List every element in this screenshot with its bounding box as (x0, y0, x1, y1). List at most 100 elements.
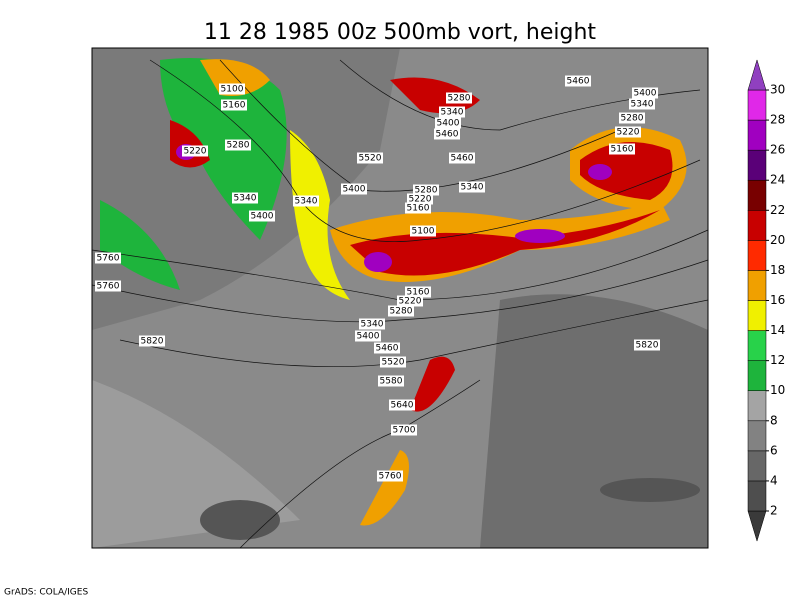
colorbar-tick-label: 16 (770, 293, 785, 307)
contour-label: 5340 (441, 108, 464, 118)
contour-label: 5160 (407, 204, 430, 214)
contour-label: 5160 (223, 101, 246, 111)
label-box (405, 202, 431, 214)
colorbar-tick-label: 26 (770, 143, 785, 157)
contour-label: 5340 (234, 194, 257, 204)
contour-label: 5820 (636, 341, 659, 351)
label-box (405, 286, 431, 298)
colorbar-band (747, 179, 767, 211)
label-box (377, 470, 403, 482)
contour-labels: 5100516052205280534054005340528053405400… (95, 75, 660, 482)
contour-label: 5640 (391, 401, 414, 411)
label-box (615, 126, 641, 138)
label-box (225, 139, 251, 151)
colorbar-tick-label: 24 (770, 173, 785, 187)
label-box (434, 128, 460, 140)
colorbar-band (747, 149, 767, 181)
label-box (374, 342, 400, 354)
label-box (378, 375, 404, 387)
colorbar-tick-label: 20 (770, 233, 785, 247)
contour-label: 5340 (361, 320, 384, 330)
colorbar-triangle (747, 510, 767, 542)
colorbar-band (747, 119, 767, 151)
label-box (391, 424, 417, 436)
contour-label: 5220 (617, 128, 640, 138)
label-box (446, 92, 472, 104)
contour-label: 5700 (393, 426, 416, 436)
contour-label: 5460 (436, 130, 459, 140)
label-box (609, 143, 635, 155)
label-box (388, 305, 414, 317)
label-box (221, 99, 247, 111)
contour-line (119, 299, 709, 368)
vort-area (350, 210, 660, 276)
vort-area (290, 130, 350, 300)
colorbar-tick-label: 12 (770, 353, 785, 367)
colorbar-tick-label: 6 (770, 443, 778, 457)
contour-line (91, 259, 709, 323)
contour-label: 5280 (621, 114, 644, 124)
label-box (182, 145, 208, 157)
contour-label: 5220 (184, 147, 207, 157)
label-box (232, 192, 258, 204)
colorbar-tick-label: 2 (770, 504, 778, 518)
label-box (355, 330, 381, 342)
contour-label: 5460 (451, 154, 474, 164)
label-box (632, 87, 658, 99)
label-box (435, 117, 461, 129)
label-box (410, 225, 436, 237)
colorbar-band (747, 420, 767, 452)
label-box (629, 98, 655, 110)
map-panel (91, 47, 709, 549)
contour-label: 5760 (379, 472, 402, 482)
shade (600, 478, 700, 502)
contour-label: 5280 (415, 186, 438, 196)
contour-label: 5100 (412, 227, 435, 237)
colorbar-tick-label: 22 (770, 203, 785, 217)
label-box (341, 183, 367, 195)
contour-label: 5400 (437, 119, 460, 129)
contour-label: 5460 (567, 77, 590, 87)
label-box (293, 195, 319, 207)
colorbar-band (747, 300, 767, 331)
colorbar-tick-label: 10 (770, 383, 785, 397)
colorbar-tick-label: 18 (770, 263, 785, 277)
contour-label: 5280 (448, 94, 471, 104)
label-box (397, 295, 423, 307)
shade (480, 294, 708, 548)
contour-label: 5400 (634, 89, 657, 99)
label-box (407, 193, 433, 205)
colorbar-band (747, 450, 767, 482)
contour-label: 5520 (382, 358, 405, 368)
label-box (413, 184, 439, 196)
contour-line (239, 379, 481, 549)
vort-area (580, 142, 673, 200)
label-box (565, 75, 591, 87)
vort-area (100, 200, 180, 290)
contour-line (149, 59, 701, 243)
contour-label: 5280 (227, 141, 250, 151)
contour-label: 5400 (343, 185, 366, 195)
contour-label: 5160 (407, 288, 430, 298)
contour-label: 5820 (141, 337, 164, 347)
colorbar-triangle (747, 59, 767, 91)
contour-label: 5340 (295, 197, 318, 207)
contour-label: 5280 (390, 307, 413, 317)
colorbar-band (747, 210, 767, 241)
contour-label: 5400 (357, 332, 380, 342)
contour-label: 5760 (97, 254, 120, 264)
colorbar-band (747, 390, 767, 422)
colorbar-band (747, 270, 767, 301)
label-box (634, 339, 660, 351)
colorbar-tick-label: 14 (770, 323, 785, 337)
colorbar-band (747, 360, 767, 391)
contour-label: 5340 (631, 100, 654, 110)
contour-label: 5400 (251, 212, 274, 222)
map-title: 11 28 1985 00z 500mb vort, height (204, 20, 597, 45)
contour-label: 5580 (380, 377, 403, 387)
label-box (459, 181, 485, 193)
contour-label: 5220 (409, 195, 432, 205)
label-box (219, 83, 245, 95)
